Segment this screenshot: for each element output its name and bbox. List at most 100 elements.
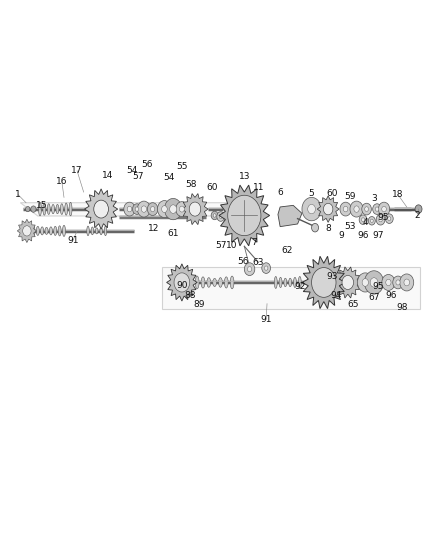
Circle shape (370, 278, 378, 287)
Circle shape (138, 201, 150, 217)
Polygon shape (182, 193, 208, 224)
Ellipse shape (52, 205, 55, 214)
Circle shape (375, 207, 379, 211)
Circle shape (382, 206, 386, 212)
Ellipse shape (207, 278, 211, 287)
Text: 15: 15 (36, 201, 48, 210)
Circle shape (371, 219, 373, 222)
Polygon shape (85, 189, 118, 229)
Ellipse shape (58, 226, 61, 236)
Circle shape (217, 212, 225, 221)
Text: 88: 88 (185, 291, 196, 300)
Ellipse shape (36, 227, 39, 236)
Text: 90: 90 (176, 280, 187, 289)
Circle shape (379, 217, 382, 222)
Circle shape (311, 223, 318, 232)
Circle shape (400, 274, 414, 291)
Text: 54: 54 (163, 173, 174, 182)
Text: 9: 9 (339, 231, 344, 240)
Ellipse shape (87, 226, 89, 236)
Circle shape (388, 217, 391, 221)
Circle shape (373, 204, 381, 214)
Ellipse shape (54, 227, 57, 236)
Circle shape (302, 197, 321, 221)
Ellipse shape (298, 277, 301, 288)
Polygon shape (278, 205, 302, 227)
Circle shape (308, 205, 315, 214)
Ellipse shape (104, 226, 107, 236)
Ellipse shape (47, 204, 50, 214)
Circle shape (365, 207, 368, 212)
Ellipse shape (43, 203, 46, 215)
Polygon shape (166, 264, 197, 301)
Circle shape (189, 202, 201, 216)
Circle shape (228, 195, 261, 236)
Polygon shape (219, 185, 270, 246)
Text: 8: 8 (325, 224, 331, 233)
Text: 57: 57 (215, 241, 227, 250)
Circle shape (262, 263, 271, 273)
Circle shape (314, 271, 333, 294)
Ellipse shape (60, 204, 63, 214)
Ellipse shape (219, 278, 223, 287)
Circle shape (247, 266, 252, 272)
Text: 91: 91 (67, 237, 78, 246)
Circle shape (219, 215, 223, 219)
Circle shape (25, 206, 30, 212)
Ellipse shape (45, 228, 48, 235)
Text: 16: 16 (56, 177, 67, 186)
Circle shape (342, 276, 353, 289)
Circle shape (164, 198, 182, 220)
Text: 18: 18 (392, 190, 404, 199)
Circle shape (141, 206, 147, 212)
Text: 3: 3 (371, 194, 377, 203)
Circle shape (135, 207, 139, 211)
Ellipse shape (41, 227, 44, 235)
Polygon shape (302, 256, 346, 309)
Circle shape (354, 206, 359, 212)
Text: 95: 95 (373, 282, 384, 291)
Ellipse shape (100, 227, 102, 235)
Text: 4: 4 (363, 219, 368, 228)
Ellipse shape (56, 205, 59, 214)
Circle shape (357, 273, 373, 292)
Text: 57: 57 (132, 172, 144, 181)
Text: 95: 95 (377, 213, 389, 222)
Ellipse shape (224, 277, 228, 288)
Text: 6: 6 (277, 188, 283, 197)
Text: 63: 63 (253, 258, 264, 266)
Polygon shape (20, 203, 263, 216)
Ellipse shape (28, 225, 31, 237)
Text: 96: 96 (357, 231, 369, 240)
Text: 94: 94 (330, 291, 342, 300)
Circle shape (211, 211, 218, 220)
Text: 54: 54 (126, 166, 138, 175)
Ellipse shape (195, 276, 199, 289)
Circle shape (133, 204, 141, 214)
Circle shape (311, 268, 336, 297)
Circle shape (124, 202, 135, 216)
Polygon shape (17, 219, 36, 243)
Text: 56: 56 (237, 257, 249, 265)
Text: 60: 60 (207, 183, 218, 192)
Ellipse shape (230, 276, 234, 289)
Circle shape (404, 279, 410, 286)
Circle shape (361, 218, 365, 222)
Circle shape (162, 206, 167, 213)
Text: 53: 53 (344, 222, 356, 231)
Ellipse shape (289, 278, 292, 287)
Text: 89: 89 (194, 300, 205, 309)
Circle shape (368, 216, 375, 225)
Text: 5: 5 (308, 189, 314, 198)
Text: 93: 93 (327, 272, 338, 280)
Text: 10: 10 (226, 241, 238, 250)
Circle shape (340, 202, 351, 216)
Circle shape (350, 201, 363, 217)
Ellipse shape (91, 227, 94, 235)
Text: 97: 97 (373, 231, 384, 240)
Circle shape (151, 206, 155, 212)
Text: 62: 62 (281, 246, 292, 255)
Text: 98: 98 (397, 303, 408, 312)
Ellipse shape (279, 277, 282, 287)
Ellipse shape (49, 227, 53, 235)
